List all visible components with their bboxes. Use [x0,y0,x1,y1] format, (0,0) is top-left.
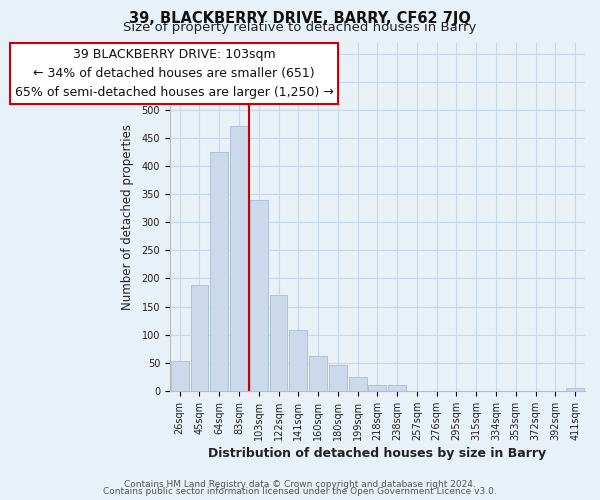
Bar [388,384,406,391]
Bar [566,388,584,391]
Text: 39 BLACKBERRY DRIVE: 103sqm
← 34% of detached houses are smaller (651)
65% of se: 39 BLACKBERRY DRIVE: 103sqm ← 34% of det… [14,48,334,98]
Bar [289,330,307,391]
Bar [211,152,228,391]
Bar [349,377,367,391]
Text: Size of property relative to detached houses in Barry: Size of property relative to detached ho… [124,22,476,35]
Bar [329,365,347,391]
X-axis label: Distribution of detached houses by size in Barry: Distribution of detached houses by size … [208,447,547,460]
Text: Contains public sector information licensed under the Open Government Licence v3: Contains public sector information licen… [103,487,497,496]
Y-axis label: Number of detached properties: Number of detached properties [121,124,134,310]
Bar [269,295,287,391]
Bar [171,361,188,391]
Bar [309,356,327,391]
Bar [368,385,386,391]
Text: 39, BLACKBERRY DRIVE, BARRY, CF62 7JQ: 39, BLACKBERRY DRIVE, BARRY, CF62 7JQ [129,11,471,26]
Bar [250,200,268,391]
Text: Contains HM Land Registry data © Crown copyright and database right 2024.: Contains HM Land Registry data © Crown c… [124,480,476,489]
Bar [230,126,248,391]
Bar [191,285,208,391]
